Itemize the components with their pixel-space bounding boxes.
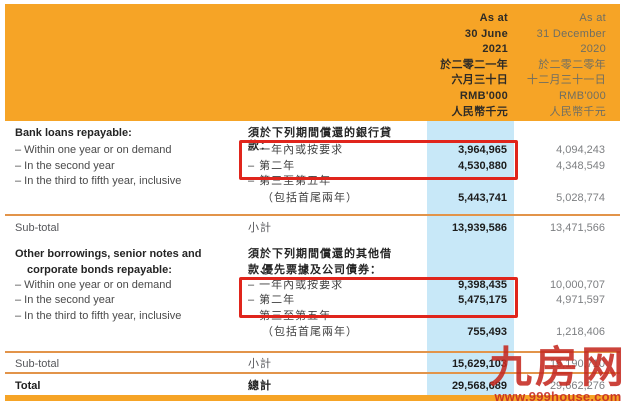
row-value-2021: 5,443,741 — [458, 191, 507, 204]
row-label-en-empty — [5, 324, 248, 340]
subtotal-label-zh: 小計 — [248, 358, 272, 370]
section-title-zh: 須於下列期間償還的銀行貸款： — [248, 127, 392, 152]
row-label-zh: – 第二年 — [248, 294, 296, 306]
watermark-logo-text: 九房网 — [489, 344, 625, 392]
header-zh-date-prior: 十二月三十一日 — [526, 74, 606, 87]
bottom-border-bar — [5, 395, 620, 401]
row-value-2020-empty — [513, 174, 610, 190]
watermark-url: www.999house.com — [494, 389, 622, 404]
header-zh-date-current: 六月三十日 — [451, 74, 508, 87]
row-label-en: – In the third to fifth year, inclusive — [15, 309, 182, 322]
header-year-prior: 2020 — [580, 43, 606, 56]
row-label-zh: – 第二年 — [248, 159, 296, 172]
subtotal-row-other-borrowings: Sub-total 小計 15,629,103 16,190,710 — [5, 351, 620, 372]
subtotal-row-bank-loans: Sub-total 小計 13,939,586 13,471,566 — [5, 213, 620, 237]
row-label-zh: – 一年內或按要求 — [248, 278, 344, 291]
total-value-2020: 29,662,276 — [549, 380, 605, 392]
highlight-box-bank-loans-rows — [239, 140, 518, 180]
row-value-2020: 4,094,243 — [556, 144, 605, 156]
total-value-2021: 29,568,689 — [451, 380, 507, 392]
period-header-current: As at 30 June 2021 於二零二一年 六月三十日 RMB'000 … — [440, 11, 508, 120]
row-value-2020: 4,971,597 — [556, 294, 605, 306]
subtotal-value-2021: 15,629,103 — [451, 358, 507, 370]
row-value-2021: 4,530,880 — [458, 159, 507, 172]
table-row: – In the second year – 第二年 5,475,175 4,9… — [5, 293, 620, 309]
total-label-en: Total — [15, 380, 41, 392]
row-value-2020-empty — [513, 309, 610, 325]
subtotal-value-2021: 13,939,586 — [451, 221, 507, 234]
header-as-at-prior: As at — [579, 12, 606, 24]
row-label-zh-continuation: （包括首尾兩年） — [262, 191, 358, 204]
header-year-current: 2021 — [482, 43, 508, 56]
highlight-column-current-period — [427, 121, 514, 395]
row-label-en-empty — [5, 190, 248, 206]
header-zh-currency-current: 人民幣千元 — [451, 105, 508, 118]
row-value-2021: 5,475,175 — [458, 294, 507, 306]
section-title-other-borrowings-line2: corporate bonds repayable: 優先票據及公司債券： — [5, 262, 620, 278]
row-value-2021: 9,398,435 — [458, 278, 507, 291]
row-label-zh: – 一年內或按要求 — [248, 144, 344, 156]
period-header-band: As at 30 June 2021 於二零二一年 六月三十日 RMB'000 … — [5, 4, 620, 121]
section-title-bank-loans: Bank loans repayable: 須於下列期間償還的銀行貸款： — [5, 121, 620, 152]
row-label-en: – In the second year — [15, 294, 115, 306]
total-label-zh: 總計 — [248, 380, 272, 392]
spacer — [5, 237, 620, 246]
section-title-en: Other borrowings, senior notes and — [15, 247, 202, 260]
row-label-en: – Within one year or on demand — [15, 144, 172, 156]
header-currency-prior: RMB'000 — [559, 89, 606, 102]
period-header-prior: As at 31 December 2020 於二零二零年 十二月三十一日 RM… — [527, 11, 606, 120]
table-row: （包括首尾兩年） 5,443,741 5,028,774 — [5, 190, 620, 206]
subtotal-value-2020: 13,471,566 — [549, 221, 605, 234]
section-title-en: Bank loans repayable: — [15, 127, 132, 139]
header-zh-currency-prior: 人民幣千元 — [549, 105, 606, 118]
watermark: 九房网 www.999house.com — [489, 344, 625, 405]
header-as-at-current: As at — [479, 12, 508, 24]
table-row: – Within one year or on demand – 一年內或按要求… — [5, 143, 620, 159]
section-title-zh-continuation: 優先票據及公司債券： — [262, 263, 382, 276]
header-date-current: 30 June — [464, 27, 508, 40]
header-zh-year-current: 於二零二一年 — [440, 58, 508, 71]
row-label-en: – In the third to fifth year, inclusive — [15, 175, 182, 187]
header-currency-current: RMB'000 — [459, 89, 508, 102]
row-value-2020: 1,218,406 — [556, 326, 605, 338]
spacer — [5, 206, 620, 214]
table-row: – Within one year or on demand – 一年內或按要求… — [5, 278, 620, 294]
row-value-2020: 10,000,707 — [549, 278, 605, 291]
row-label-en: – Within one year or on demand — [15, 278, 172, 291]
subtotal-label-en: Sub-total — [15, 221, 60, 234]
header-date-prior: 31 December — [536, 27, 606, 40]
table-row: （包括首尾兩年） 755,493 1,218,406 — [5, 324, 620, 340]
row-value-2020: 4,348,549 — [556, 159, 605, 172]
row-value-2020: 5,028,774 — [556, 191, 605, 204]
total-row: Total 總計 29,568,689 29,662,276 — [5, 372, 620, 395]
row-label-en: – In the second year — [15, 159, 115, 172]
subtotal-value-2020: 16,190,710 — [549, 358, 605, 370]
section-title-other-borrowings-line1: Other borrowings, senior notes and 須於下列期… — [5, 246, 620, 276]
section-title-zh: 須於下列期間償還的其他借款、 — [248, 247, 392, 276]
section-title-en-continuation: corporate bonds repayable: — [27, 263, 172, 276]
table-row: – In the second year – 第二年 4,530,880 4,3… — [5, 159, 620, 175]
header-zh-year-prior: 於二零二零年 — [538, 58, 606, 71]
row-value-2021: 3,964,965 — [458, 144, 507, 156]
subtotal-label-zh: 小計 — [248, 221, 272, 234]
highlight-box-other-borrowings-rows — [239, 277, 518, 318]
row-value-2021: 755,493 — [467, 326, 507, 338]
row-label-zh-continuation: （包括首尾兩年） — [262, 326, 358, 338]
subtotal-label-en: Sub-total — [15, 358, 60, 370]
